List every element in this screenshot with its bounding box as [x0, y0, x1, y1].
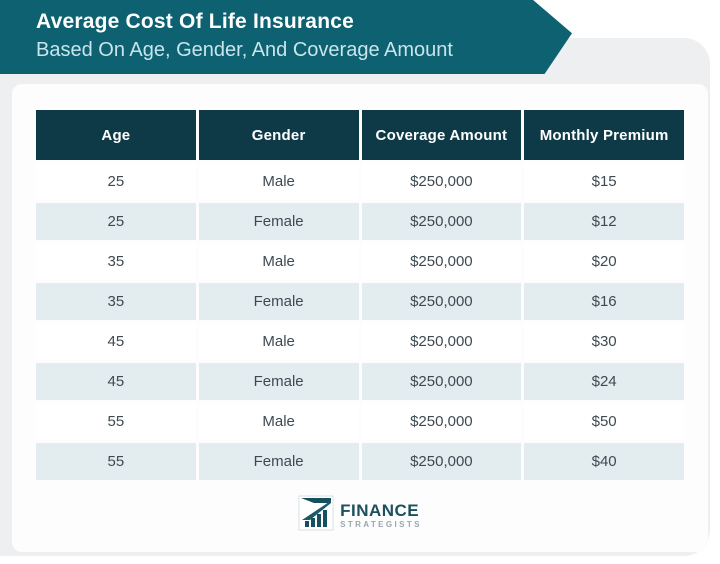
cell-gender: Male	[198, 323, 359, 360]
header-cell-monthly-premium: Monthly Premium	[524, 110, 684, 160]
cell-age: 45	[36, 323, 196, 360]
cell-gender: Male	[198, 163, 359, 200]
table-row: 25 Female $250,000 $12	[36, 203, 684, 240]
cell-premium: $40	[524, 443, 684, 480]
cell-premium: $24	[524, 363, 684, 400]
header-cell-age: Age	[36, 110, 196, 160]
cell-premium: $30	[524, 323, 684, 360]
table-row: 35 Male $250,000 $20	[36, 243, 684, 280]
finance-strategists-logo-icon	[298, 495, 334, 536]
cell-coverage: $250,000	[361, 283, 522, 320]
logo-name: FINANCE	[340, 501, 420, 520]
header-cell-gender: Gender	[198, 110, 359, 160]
insurance-table: Age Gender Coverage Amount Monthly Premi…	[36, 110, 684, 480]
cell-age: 35	[36, 283, 196, 320]
cell-age: 35	[36, 243, 196, 280]
cell-age: 25	[36, 203, 196, 240]
finance-strategists-logo: FINANCE STRATEGISTS	[12, 495, 708, 536]
cell-premium: $12	[524, 203, 684, 240]
table-header-row: Age Gender Coverage Amount Monthly Premi…	[36, 110, 684, 160]
cell-gender: Female	[198, 443, 359, 480]
cell-gender: Male	[198, 243, 359, 280]
cell-coverage: $250,000	[361, 243, 522, 280]
cell-coverage: $250,000	[361, 203, 522, 240]
cell-age: 55	[36, 403, 196, 440]
cell-coverage: $250,000	[361, 403, 522, 440]
cell-coverage: $250,000	[361, 363, 522, 400]
cell-premium: $20	[524, 243, 684, 280]
cell-gender: Male	[198, 403, 359, 440]
logo-subname: STRATEGISTS	[340, 520, 422, 529]
banner-title: Average Cost Of Life Insurance	[36, 10, 354, 33]
cell-age: 25	[36, 163, 196, 200]
logo-text: FINANCE STRATEGISTS	[340, 502, 422, 529]
table-row: 55 Female $250,000 $40	[36, 443, 684, 480]
cell-age: 45	[36, 363, 196, 400]
cell-age: 55	[36, 443, 196, 480]
banner-subtitle: Based On Age, Gender, And Coverage Amoun…	[36, 39, 453, 62]
cell-gender: Female	[198, 283, 359, 320]
title-banner: Average Cost Of Life Insurance Based On …	[0, 0, 572, 74]
cell-premium: $16	[524, 283, 684, 320]
table-row: 45 Male $250,000 $30	[36, 323, 684, 360]
table-row: 35 Female $250,000 $16	[36, 283, 684, 320]
header-cell-coverage-amount: Coverage Amount	[361, 110, 522, 160]
table-row: 25 Male $250,000 $15	[36, 163, 684, 200]
table-card: Age Gender Coverage Amount Monthly Premi…	[12, 84, 708, 552]
cell-premium: $15	[524, 163, 684, 200]
cell-premium: $50	[524, 403, 684, 440]
table-row: 45 Female $250,000 $24	[36, 363, 684, 400]
cell-gender: Female	[198, 203, 359, 240]
cell-coverage: $250,000	[361, 323, 522, 360]
cell-coverage: $250,000	[361, 443, 522, 480]
cell-coverage: $250,000	[361, 163, 522, 200]
cell-gender: Female	[198, 363, 359, 400]
table-row: 55 Male $250,000 $50	[36, 403, 684, 440]
